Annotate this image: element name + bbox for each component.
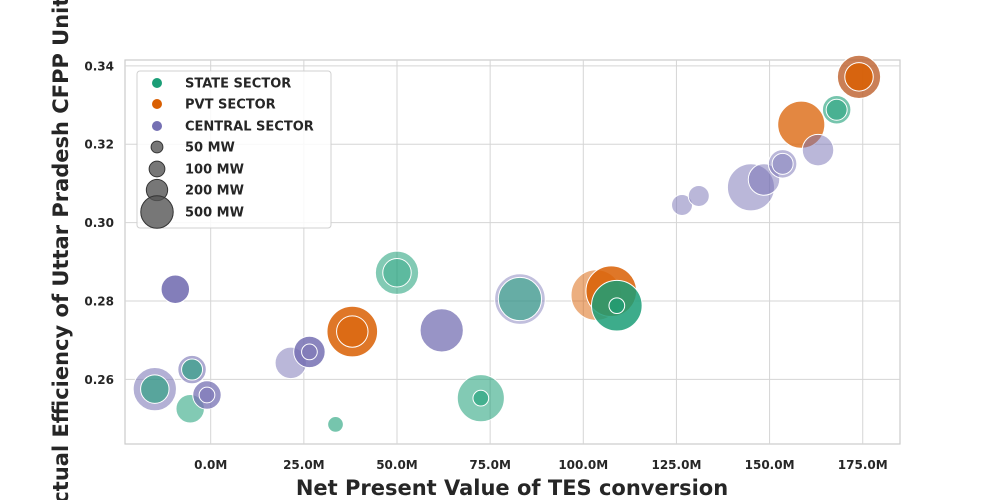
legend-marker	[152, 121, 162, 131]
data-point	[374, 250, 420, 295]
y-tick-label: 0.28	[84, 294, 114, 308]
legend-marker	[152, 78, 162, 88]
legend-size-marker	[140, 195, 174, 229]
data-point	[497, 276, 543, 322]
y-tick-label: 0.32	[84, 138, 114, 152]
legend: STATE SECTOR PVT SECTOR CENTRAL SECTOR 50 M…	[136, 70, 332, 229]
data-point	[140, 374, 170, 404]
y-tick-label: 0.34	[84, 59, 114, 73]
data-point	[687, 184, 710, 207]
legend-size-marker	[148, 160, 166, 178]
x-tick-labels: 0.0M 25.0M 50.0M 75.0M 100.0M 125.0M 150.0M 175…	[194, 458, 888, 472]
legend-label: STATE SECTOR	[185, 77, 291, 92]
data-point	[181, 358, 204, 381]
x-tick-label: 125.0M	[651, 458, 701, 472]
legend-size-marker	[150, 140, 164, 154]
legend-label: 500 MW	[185, 206, 244, 221]
y-tick-label: 0.26	[84, 373, 114, 387]
data-point	[608, 297, 626, 315]
data-point	[160, 274, 191, 304]
legend-label: 100 MW	[185, 163, 244, 178]
data-point	[472, 389, 490, 407]
data-point	[825, 98, 848, 121]
legend-label: 200 MW	[185, 184, 244, 199]
x-tick-label: 175.0M	[838, 458, 888, 472]
data-point	[327, 416, 344, 433]
data-point	[301, 343, 318, 361]
legend-label: 50 MW	[185, 141, 235, 156]
x-axis-title: Net Present Value of TES conversion	[296, 476, 728, 500]
data-point	[293, 335, 326, 369]
x-tick-label: 75.0M	[469, 458, 511, 472]
data-point	[336, 315, 369, 348]
data-point	[419, 308, 464, 353]
x-tick-label: 150.0M	[745, 458, 795, 472]
x-tick-label: 50.0M	[376, 458, 418, 472]
x-tick-label: 100.0M	[558, 458, 608, 472]
data-points	[132, 54, 882, 433]
y-tick-labels: 0.26 0.28 0.30 0.32 0.34	[84, 59, 114, 386]
data-point	[198, 386, 216, 404]
x-tick-label: 25.0M	[283, 458, 325, 472]
data-point	[382, 258, 412, 288]
y-axis-title: Actual Efficiency of Uttar Pradesh CFPP …	[49, 0, 73, 500]
legend-label: CENTRAL SECTOR	[185, 120, 314, 135]
legend-frame	[136, 70, 332, 229]
data-point	[771, 152, 794, 175]
legend-label: PVT SECTOR	[185, 98, 276, 113]
x-tick-label: 0.0M	[194, 458, 227, 472]
data-point	[844, 62, 874, 92]
legend-marker	[152, 99, 162, 109]
y-tick-label: 0.30	[84, 216, 114, 230]
data-point	[801, 133, 835, 167]
